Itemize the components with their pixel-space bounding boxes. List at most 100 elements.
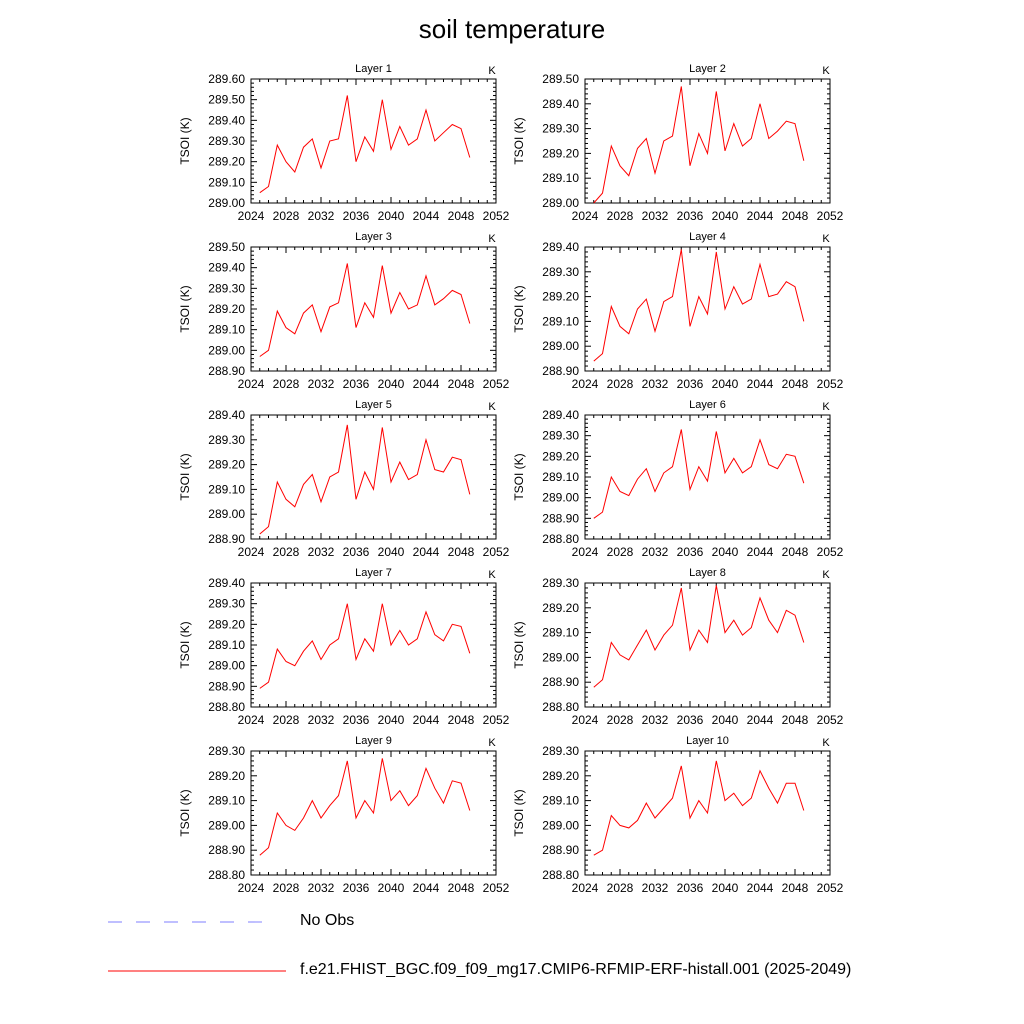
panel-title: Layer 8 — [689, 567, 726, 579]
y-tick-label: 289.00 — [208, 659, 245, 673]
x-tick-label: 2048 — [448, 377, 475, 391]
y-axis-label: TSOI (K) — [178, 117, 192, 164]
x-tick-label: 2024 — [572, 377, 599, 391]
x-tick-label: 2052 — [483, 209, 510, 223]
x-tick-label: 2040 — [712, 713, 739, 727]
y-tick-label: 289.40 — [208, 261, 245, 275]
x-tick-label: 2044 — [413, 209, 440, 223]
y-tick-label: 288.80 — [208, 868, 245, 882]
x-tick-label: 2028 — [273, 209, 300, 223]
x-tick-label: 2048 — [448, 545, 475, 559]
y-tick-label: 288.90 — [208, 679, 245, 693]
x-tick-label: 2036 — [343, 881, 370, 895]
y-tick-label: 289.20 — [542, 146, 579, 160]
x-tick-label: 2028 — [607, 713, 634, 727]
x-tick-label: 2036 — [677, 209, 704, 223]
y-tick-label: 289.40 — [542, 240, 579, 254]
x-tick-label: 2028 — [607, 209, 634, 223]
y-tick-label: 289.10 — [542, 794, 579, 808]
y-tick-label: 289.60 — [208, 72, 245, 86]
y-tick-label: 289.10 — [542, 171, 579, 185]
x-tick-label: 2048 — [782, 209, 809, 223]
y-tick-label: 289.10 — [542, 314, 579, 328]
series-line — [593, 760, 805, 856]
y-axis-label: TSOI (K) — [178, 789, 192, 836]
x-tick-label: 2048 — [448, 881, 475, 895]
plot-frame — [250, 414, 497, 540]
y-tick-label: 288.80 — [542, 700, 579, 714]
y-tick-label: 289.00 — [542, 196, 579, 210]
x-tick-label: 2036 — [343, 377, 370, 391]
y-tick-label: 289.30 — [542, 429, 579, 443]
y-tick-label: 289.20 — [208, 769, 245, 783]
x-tick-label: 2028 — [607, 377, 634, 391]
y-tick-label: 289.00 — [542, 339, 579, 353]
x-tick-label: 2024 — [238, 209, 265, 223]
panel-units: K — [488, 401, 496, 413]
x-tick-label: 2024 — [572, 713, 599, 727]
x-tick-label: 2028 — [273, 881, 300, 895]
x-tick-label: 2028 — [273, 713, 300, 727]
series-line — [259, 758, 471, 856]
x-tick-label: 2024 — [238, 545, 265, 559]
y-tick-label: 289.40 — [208, 408, 245, 422]
x-tick-label: 2052 — [483, 377, 510, 391]
x-tick-label: 2052 — [483, 881, 510, 895]
y-tick-label: 289.30 — [208, 281, 245, 295]
y-axis-label: TSOI (K) — [178, 285, 192, 332]
panel-7: Layer 7 K TSOI (K) 2024 2028 2032 2036 2040 2044… — [178, 567, 510, 727]
y-tick-label: 288.90 — [208, 843, 245, 857]
y-tick-label: 289.20 — [542, 769, 579, 783]
x-tick-label: 2036 — [677, 713, 704, 727]
y-tick-label: 289.10 — [542, 626, 579, 640]
x-tick-label: 2048 — [782, 713, 809, 727]
x-tick-label: 2044 — [747, 881, 774, 895]
y-tick-label: 289.50 — [208, 240, 245, 254]
x-tick-label: 2036 — [343, 545, 370, 559]
x-tick-label: 2032 — [642, 377, 669, 391]
y-tick-label: 288.90 — [542, 511, 579, 525]
y-tick-label: 289.10 — [208, 175, 245, 189]
x-tick-label: 2032 — [308, 881, 335, 895]
y-tick-label: 289.20 — [542, 601, 579, 615]
x-tick-label: 2044 — [747, 209, 774, 223]
x-tick-label: 2036 — [677, 881, 704, 895]
x-tick-label: 2052 — [817, 713, 844, 727]
y-tick-label: 289.30 — [208, 597, 245, 611]
x-tick-label: 2024 — [238, 713, 265, 727]
x-tick-label: 2032 — [308, 377, 335, 391]
panel-8: Layer 8 K TSOI (K) 2024 2028 2032 2036 2040 2044… — [512, 567, 844, 727]
x-tick-label: 2052 — [817, 881, 844, 895]
panel-title: Layer 3 — [355, 231, 392, 243]
panel-10: Layer 10 K TSOI (K) 2024 2028 2032 2036 2040 204… — [512, 735, 844, 895]
y-tick-label: 289.50 — [208, 93, 245, 107]
plot-frame — [584, 246, 831, 372]
panel-units: K — [488, 233, 496, 245]
y-axis-label: TSOI (K) — [178, 621, 192, 668]
panel-title: Layer 6 — [689, 399, 726, 411]
x-tick-label: 2044 — [413, 881, 440, 895]
plot-frame — [584, 414, 831, 540]
y-tick-label: 289.30 — [208, 433, 245, 447]
page-title: soil temperature — [418, 14, 606, 44]
x-tick-label: 2044 — [413, 713, 440, 727]
y-tick-label: 288.80 — [542, 868, 579, 882]
y-axis-label: TSOI (K) — [512, 621, 526, 668]
x-tick-label: 2040 — [712, 545, 739, 559]
panel-5: Layer 5 K TSOI (K) 2024 2028 2032 2036 2040 2044… — [178, 399, 510, 559]
y-tick-label: 289.20 — [542, 449, 579, 463]
panel-units: K — [822, 569, 830, 581]
x-tick-label: 2024 — [572, 209, 599, 223]
legend-model-line — [108, 970, 286, 972]
series-line — [259, 263, 471, 357]
y-tick-label: 289.20 — [208, 458, 245, 472]
panel-title: Layer 9 — [355, 735, 392, 747]
y-tick-label: 289.40 — [208, 576, 245, 590]
x-tick-label: 2032 — [308, 713, 335, 727]
panel-title: Layer 4 — [689, 231, 726, 243]
y-tick-label: 289.40 — [208, 113, 245, 127]
panel-units: K — [822, 233, 830, 245]
plot-frame — [584, 582, 831, 708]
panel-title: Layer 1 — [355, 63, 392, 75]
